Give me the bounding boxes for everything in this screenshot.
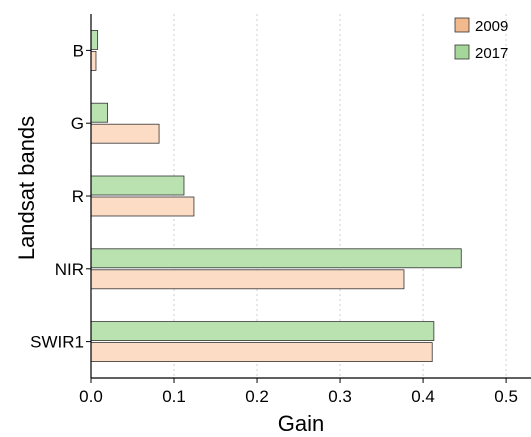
y-tick-label: B — [73, 41, 84, 60]
legend-swatch-2017 — [454, 44, 470, 60]
bar-g-2017 — [90, 102, 109, 123]
y-axis-ticks: B G R NIR SWIR1 — [30, 41, 91, 352]
x-tick-label: 0.3 — [328, 387, 352, 406]
legend: 2009 2017 — [454, 17, 508, 62]
x-tick-label: 0.0 — [79, 387, 103, 406]
bar-g-2009 — [90, 123, 160, 144]
bars — [90, 29, 462, 363]
bar-b-2017 — [90, 29, 99, 50]
x-tick-label: 0.5 — [494, 387, 518, 406]
x-axis-ticks: 0.0 0.1 0.2 0.3 0.4 0.5 — [79, 378, 518, 406]
bar-r-2009 — [90, 196, 195, 217]
y-tick-label: R — [72, 187, 84, 206]
y-tick-label: SWIR1 — [30, 333, 84, 352]
x-tick-label: 0.1 — [162, 387, 186, 406]
bar-swir1-2009 — [90, 342, 433, 363]
y-axis-title: Landsat bands — [14, 116, 39, 260]
bar-r-2017 — [90, 175, 185, 196]
bar-b-2009 — [90, 51, 97, 71]
bar-swir1-2017 — [90, 321, 435, 342]
legend-swatch-2009 — [454, 17, 470, 33]
grid-lines — [173, 14, 507, 378]
legend-label-2017: 2017 — [475, 45, 508, 62]
bar-nir-2009 — [90, 269, 405, 290]
x-tick-label: 0.4 — [411, 387, 435, 406]
y-tick-label: NIR — [55, 260, 84, 279]
bar-nir-2017 — [90, 248, 462, 269]
legend-label-2009: 2009 — [475, 18, 508, 35]
y-tick-label: G — [71, 114, 84, 133]
x-tick-label: 0.2 — [245, 387, 269, 406]
x-axis-title: Gain — [278, 411, 324, 436]
